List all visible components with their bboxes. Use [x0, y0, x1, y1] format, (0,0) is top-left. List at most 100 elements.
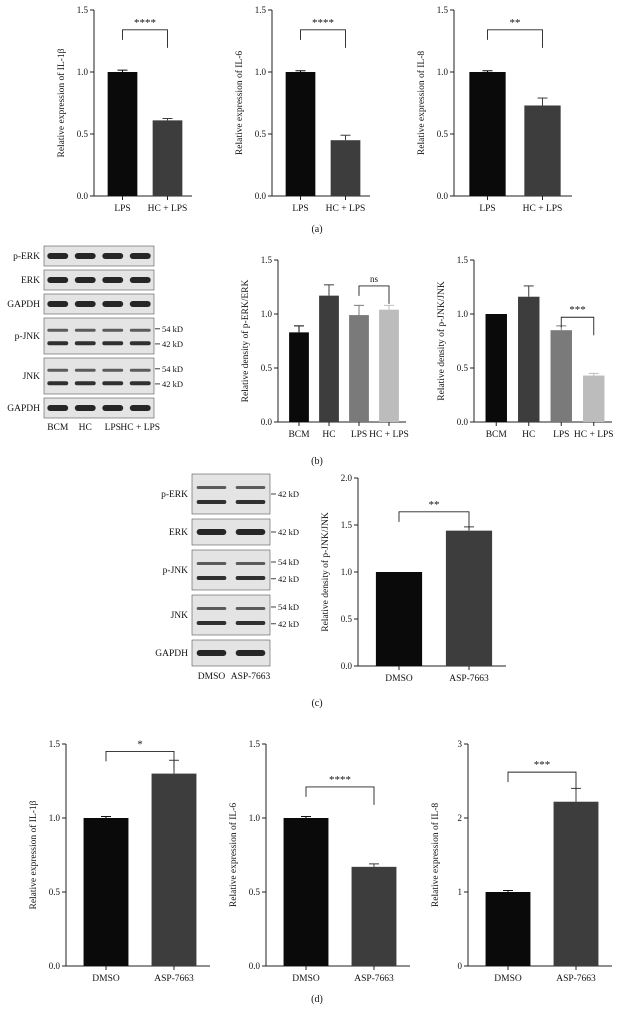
y-axis-label: Relative expression of IL-8	[416, 51, 427, 155]
blot-row-label: p-ERK	[161, 490, 188, 500]
x-tick-label: LPS	[292, 204, 308, 214]
y-tick-label: 0.5	[77, 129, 89, 139]
y-tick-label: 1.5	[49, 739, 61, 749]
blot-band	[47, 405, 69, 411]
y-tick-label: 1.0	[249, 813, 261, 823]
blot-band	[102, 301, 124, 307]
y-tick-label: 1.0	[261, 309, 273, 319]
y-tick-label: 0.0	[437, 191, 449, 201]
blot-band	[196, 576, 227, 580]
bar-0	[283, 818, 329, 966]
blot-band	[102, 328, 124, 332]
blot-band	[102, 277, 124, 283]
blot-band	[102, 405, 124, 411]
kd-label: 54 kD	[162, 364, 183, 374]
blot-band	[129, 405, 151, 411]
y-tick-label: 1.5	[457, 255, 469, 265]
x-tick-label: BCM	[486, 430, 508, 440]
y-axis-label: Relative expression of IL-6	[234, 51, 245, 155]
y-tick-label: 1.5	[341, 520, 353, 530]
blot-strip	[191, 549, 271, 591]
y-tick-label: 0	[458, 961, 463, 971]
y-tick-label: 0.5	[261, 363, 273, 373]
x-tick-label: HC + LPS	[326, 204, 366, 214]
y-tick-label: 1.0	[255, 67, 267, 77]
y-tick-label: 1.0	[77, 67, 89, 77]
y-tick-label: 0.5	[255, 129, 267, 139]
x-tick-label: BCM	[288, 430, 310, 440]
blot-lane-label: ASP-7663	[231, 672, 271, 682]
blot-band	[102, 381, 124, 386]
y-tick-label: 1	[458, 887, 463, 897]
bar-0	[485, 314, 507, 422]
significance-label: **	[429, 499, 440, 511]
y-tick-label: 0.0	[249, 961, 261, 971]
x-tick-label: LPS	[553, 430, 569, 440]
y-tick-label: 0.5	[249, 887, 261, 897]
panel-label-b: (b)	[311, 456, 323, 467]
kd-label: 42 kD	[278, 527, 299, 537]
x-tick-label: ASP-7663	[556, 974, 596, 984]
significance-label: ****	[312, 17, 334, 29]
blot-band	[235, 500, 266, 504]
x-tick-label: LPS	[479, 204, 495, 214]
significance-label: ns	[370, 274, 379, 284]
blot-band	[47, 341, 69, 346]
blot-band	[196, 607, 227, 610]
y-tick-label: 1.0	[341, 567, 353, 577]
bar-3	[379, 309, 399, 422]
blot-band	[129, 381, 151, 386]
blot-strip	[191, 594, 271, 636]
blot-strip	[43, 269, 155, 291]
y-tick-label: 0.0	[49, 961, 61, 971]
blot-band	[196, 562, 227, 565]
y-tick-label: 2	[458, 813, 463, 823]
x-tick-label: HC + LPS	[523, 204, 563, 214]
blot-row-label: ERK	[169, 528, 188, 538]
blot-row-label: p-JNK	[163, 566, 188, 576]
blot-band	[129, 341, 151, 346]
blot-strip	[191, 473, 271, 515]
bar-1	[330, 140, 361, 196]
y-tick-label: 0.5	[341, 614, 353, 624]
significance-label: ***	[569, 304, 586, 316]
kd-label: 42 kD	[278, 574, 299, 584]
blot-lane-label: LPS	[105, 423, 121, 433]
blot-band	[47, 301, 69, 307]
significance-bracket	[305, 786, 375, 805]
bar-0	[83, 818, 129, 966]
chart-il8-asp: 0 1 2 3 Relative expression of IL-8 DMSO ASP-7…	[430, 739, 612, 984]
significance-bracket	[358, 285, 390, 304]
blot-strip	[43, 293, 155, 315]
y-axis-label: Relative expression of IL-6	[228, 803, 239, 907]
panel-label-d: (d)	[311, 994, 323, 1005]
y-tick-label: 0.5	[49, 887, 61, 897]
significance-bracket	[487, 29, 543, 48]
x-tick-label: HC + LPS	[369, 430, 409, 440]
bar-1	[518, 296, 540, 422]
y-axis-label: Relative density of p-ERK/ERK	[240, 280, 251, 403]
kd-label: 42 kD	[278, 619, 299, 629]
y-tick-label: 0.0	[77, 191, 89, 201]
bar-1	[445, 530, 493, 666]
blot-row-label: GAPDH	[7, 300, 40, 310]
blot-band	[196, 486, 227, 489]
kd-label: 54 kD	[278, 602, 299, 612]
bar-2	[550, 330, 572, 422]
significance-label: *	[137, 738, 143, 750]
blot-lane-label: BCM	[47, 423, 69, 433]
y-axis-label: Relative density of p-JNK/JNK	[320, 512, 331, 632]
x-tick-label: DMSO	[494, 974, 522, 984]
blot-band	[235, 529, 266, 535]
blot-band	[235, 562, 266, 565]
blot-band	[74, 381, 96, 386]
kd-label: 42 kD	[162, 339, 183, 349]
bar-1	[553, 801, 599, 966]
y-tick-label: 1.5	[255, 5, 267, 15]
blot-band	[235, 621, 266, 625]
significance-bracket	[122, 29, 168, 48]
significance-label: ****	[329, 774, 351, 786]
panel-label-a: (a)	[311, 224, 323, 235]
x-tick-label: ASP-7663	[449, 674, 489, 684]
